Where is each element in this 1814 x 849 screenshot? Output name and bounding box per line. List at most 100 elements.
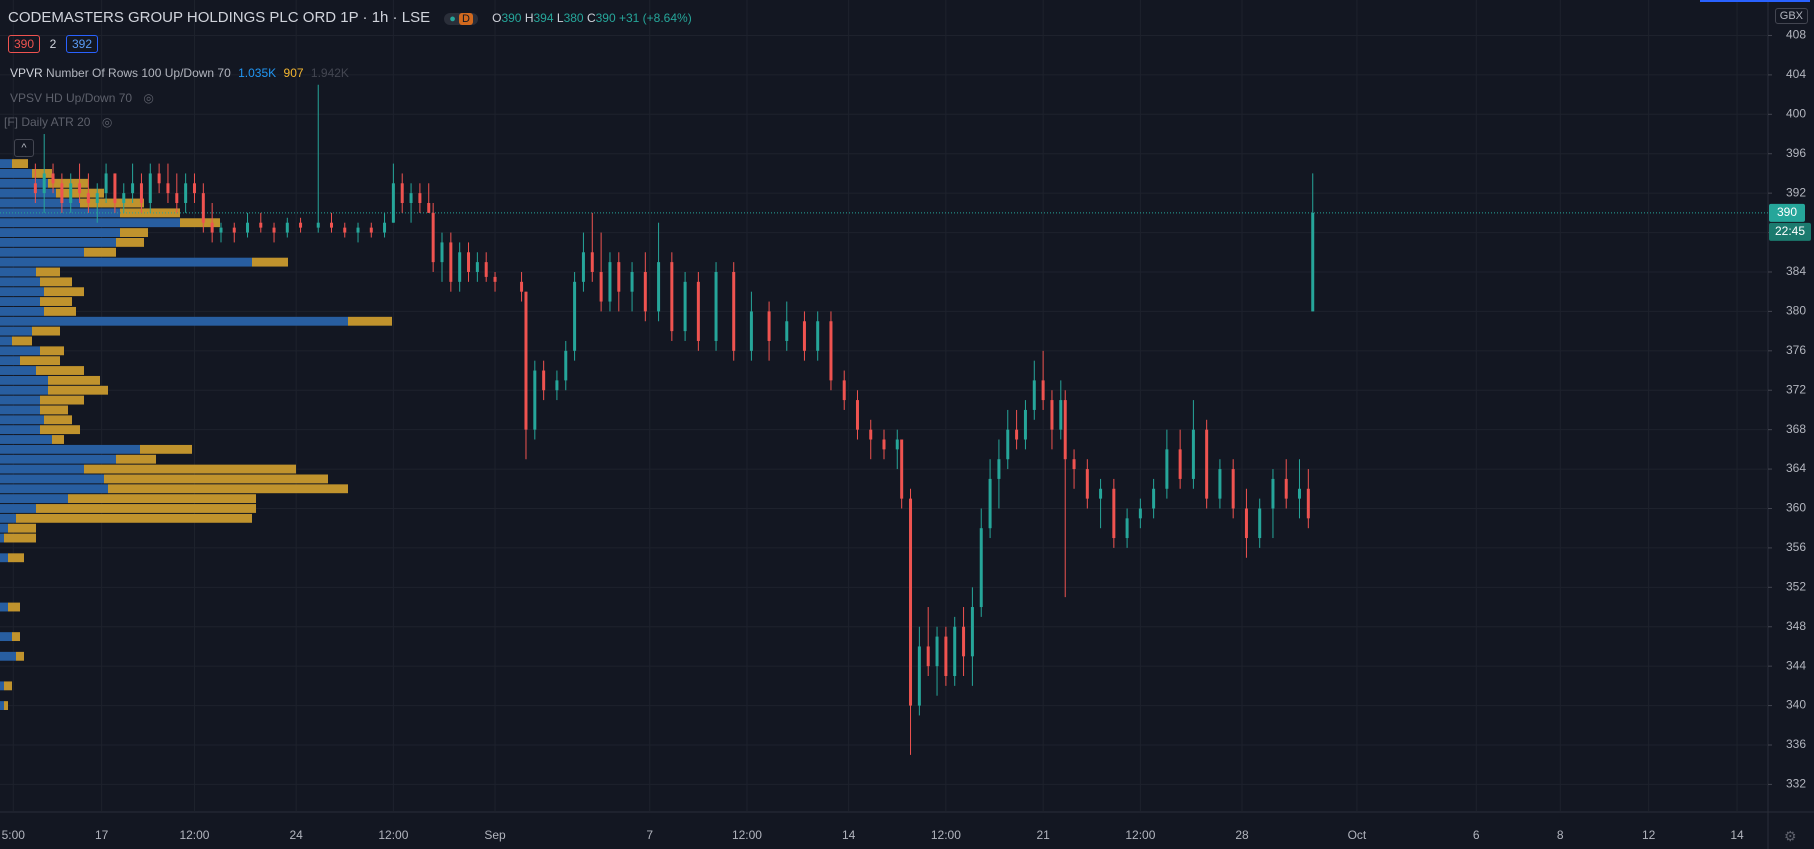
candle-body bbox=[683, 281, 687, 332]
x-tick-label: 12:00 bbox=[732, 828, 762, 842]
up-volume: 1.035K bbox=[238, 66, 277, 80]
interval[interactable]: 1h bbox=[371, 9, 389, 26]
y-tick-label: 392 bbox=[1786, 185, 1806, 199]
profile-down bbox=[104, 474, 328, 484]
profile-up bbox=[0, 267, 36, 277]
profile-down bbox=[40, 425, 80, 435]
candle-body bbox=[458, 252, 462, 282]
candle-body bbox=[1205, 429, 1209, 499]
x-tick-label: 28 bbox=[1235, 828, 1249, 842]
candle-body bbox=[785, 321, 789, 341]
profile-down bbox=[8, 523, 36, 533]
profile-up bbox=[0, 701, 4, 710]
h-label: H bbox=[524, 11, 534, 25]
y-tick-label: 400 bbox=[1786, 106, 1806, 120]
c: 390 bbox=[595, 11, 616, 25]
y-tick-label: 352 bbox=[1786, 579, 1806, 593]
l: 380 bbox=[563, 11, 584, 25]
profile-up bbox=[0, 435, 52, 444]
profile-up bbox=[0, 553, 8, 563]
profile-down bbox=[36, 366, 84, 375]
currency[interactable]: GBX bbox=[1774, 8, 1808, 24]
candle-body bbox=[573, 281, 577, 351]
collapse-button[interactable]: ^ bbox=[14, 139, 34, 157]
y-tick-label: 376 bbox=[1786, 343, 1806, 357]
candle-body bbox=[970, 607, 974, 657]
candle-body bbox=[1284, 478, 1288, 499]
profile-down bbox=[12, 159, 28, 169]
status: ● D bbox=[444, 13, 478, 25]
profile-up bbox=[0, 366, 36, 375]
profile-down bbox=[116, 454, 156, 464]
candle-body bbox=[427, 203, 431, 213]
candle-body bbox=[69, 183, 73, 203]
x-tick-label: 6 bbox=[1473, 828, 1480, 842]
last-price-box bbox=[1769, 203, 1805, 222]
profile-up bbox=[0, 385, 48, 395]
profile-up bbox=[0, 356, 20, 366]
profile-down bbox=[44, 306, 76, 316]
candle-body bbox=[166, 183, 170, 194]
y-tick-label: 348 bbox=[1786, 619, 1806, 633]
profile-down bbox=[44, 287, 84, 297]
candle-body bbox=[988, 478, 992, 529]
candle-body bbox=[944, 636, 948, 677]
candle-body bbox=[51, 173, 55, 184]
hidden-icon[interactable]: ◎ bbox=[101, 115, 113, 129]
down-volume: 907 bbox=[283, 66, 304, 80]
profile-up bbox=[0, 306, 44, 316]
candle-body bbox=[316, 222, 320, 228]
y-tick-label: 372 bbox=[1786, 382, 1806, 396]
hidden-icon[interactable]: ◎ bbox=[143, 91, 154, 105]
indicator-name: [F] Daily ATR 20 bbox=[4, 115, 91, 129]
buy-button[interactable]: 392 bbox=[65, 35, 98, 53]
candle-body bbox=[33, 183, 37, 194]
candle-body bbox=[1152, 488, 1156, 509]
profile-down bbox=[52, 435, 64, 444]
profile-down bbox=[120, 228, 148, 237]
y-tick-label: 396 bbox=[1786, 146, 1806, 160]
profile-up bbox=[0, 632, 12, 642]
candle-body bbox=[467, 252, 471, 272]
profile-down bbox=[44, 415, 72, 425]
exchange: LSE bbox=[401, 9, 431, 26]
x-tick-label: Oct bbox=[1348, 828, 1367, 842]
profile-up bbox=[0, 169, 32, 178]
candle-body bbox=[272, 227, 276, 233]
candle-body bbox=[42, 173, 46, 194]
profile-up bbox=[0, 188, 56, 198]
y-tick-label: 332 bbox=[1786, 777, 1806, 791]
profile-up bbox=[0, 336, 12, 346]
profile-down bbox=[20, 356, 60, 366]
candle-body bbox=[657, 262, 661, 312]
vpvr-legend: VPVR Number Of Rows 100 Up/Down 70 1.035… bbox=[10, 66, 349, 80]
profile-up bbox=[0, 454, 116, 464]
y-tick-label: 384 bbox=[1786, 264, 1806, 278]
vpsv-legend[interactable]: VPSV HD Up/Down 70 ◎ bbox=[10, 91, 154, 105]
sell-button[interactable]: 390 bbox=[8, 35, 41, 53]
x-tick-label: 12 bbox=[1642, 828, 1656, 842]
atr-legend[interactable]: [F] Daily ATR 20 ◎ bbox=[4, 115, 112, 129]
candle-body bbox=[131, 183, 135, 194]
profile-up bbox=[0, 287, 44, 297]
x-tick-label: 17 bbox=[95, 828, 109, 842]
profile-down bbox=[68, 494, 256, 504]
x-tick-label: 24 bbox=[289, 828, 303, 842]
settings-icon[interactable]: ⚙ bbox=[1784, 828, 1797, 844]
candle-body bbox=[564, 350, 568, 381]
profile-down bbox=[348, 316, 392, 326]
candle-body bbox=[484, 262, 488, 277]
profile-up bbox=[0, 494, 68, 504]
candle-body bbox=[895, 439, 899, 450]
candle-body bbox=[816, 321, 820, 351]
profile-up bbox=[0, 523, 8, 533]
candle-body bbox=[542, 370, 546, 391]
candle-body bbox=[1311, 212, 1315, 312]
profile-up bbox=[0, 651, 16, 661]
candle-body bbox=[630, 271, 634, 292]
candle-body bbox=[829, 321, 833, 381]
y-tick-label: 404 bbox=[1786, 67, 1806, 81]
profile-down bbox=[4, 701, 8, 710]
candle-body bbox=[175, 193, 179, 203]
header: CODEMASTERS GROUP HOLDINGS PLC ORD 1P · … bbox=[8, 9, 692, 26]
